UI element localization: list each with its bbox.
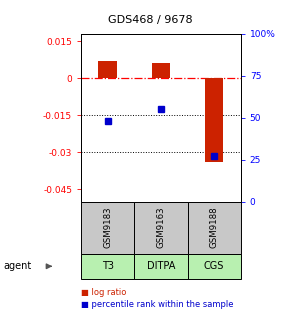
Text: GDS468 / 9678: GDS468 / 9678 bbox=[108, 15, 193, 25]
Text: GSM9163: GSM9163 bbox=[156, 207, 166, 248]
Bar bbox=[152, 63, 170, 78]
Text: DITPA: DITPA bbox=[147, 261, 175, 271]
Text: CGS: CGS bbox=[204, 261, 224, 271]
Text: GSM9188: GSM9188 bbox=[210, 207, 219, 248]
Bar bbox=[205, 78, 223, 162]
Text: ■ log ratio: ■ log ratio bbox=[81, 288, 126, 297]
Text: agent: agent bbox=[3, 261, 31, 271]
Text: ■ percentile rank within the sample: ■ percentile rank within the sample bbox=[81, 300, 234, 309]
Text: T3: T3 bbox=[102, 261, 114, 271]
Bar bbox=[99, 61, 117, 78]
Text: GSM9183: GSM9183 bbox=[103, 207, 112, 248]
